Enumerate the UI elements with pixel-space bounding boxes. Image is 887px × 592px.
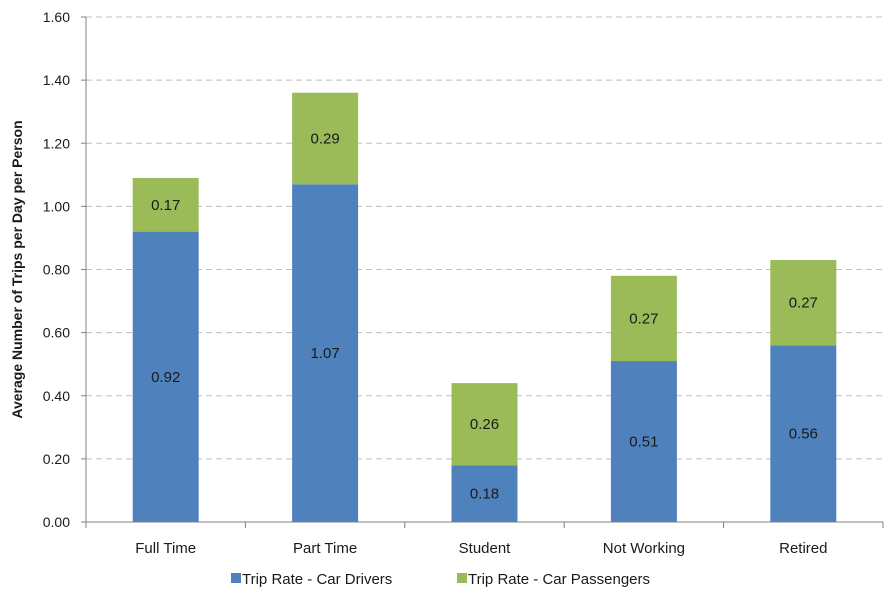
y-tick-label: 0.80 [43, 262, 70, 278]
data-labels: 0.92 0.17 1.07 0.29 0.18 0.26 0.51 0.27 0.56 0.27 [151, 131, 818, 503]
bar-segment [770, 260, 837, 346]
legend-label: Trip Rate - Car Passengers [468, 571, 650, 588]
y-tick-label: 0.00 [43, 514, 70, 530]
bar-segment [132, 231, 199, 522]
y-axis-title: Average Number of Trips per Day per Pers… [9, 120, 25, 418]
y-tick-label: 1.20 [43, 135, 70, 151]
data-label: 0.29 [310, 131, 339, 148]
x-category-label: Retired [779, 540, 827, 557]
axes [85, 17, 884, 528]
data-label: 0.27 [629, 310, 658, 327]
legend-swatch [231, 573, 241, 583]
x-category-label: Part Time [293, 540, 357, 557]
legend-swatch [457, 573, 467, 583]
data-label: 0.26 [470, 416, 499, 433]
data-label: 0.17 [151, 197, 180, 214]
bars [132, 92, 837, 522]
bar-segment [610, 275, 677, 362]
bar-segment [770, 345, 837, 522]
gridlines [81, 16, 883, 523]
x-category-label: Full Time [135, 540, 196, 557]
bar-segment [451, 465, 518, 522]
y-tick-label: 1.40 [43, 72, 70, 88]
bar-segment [292, 184, 359, 522]
bar-segment [451, 383, 518, 466]
data-label: 1.07 [310, 345, 339, 362]
legend: Trip Rate - Car Drivers Trip Rate - Car P… [231, 571, 650, 588]
bar-segment [132, 177, 199, 232]
y-tick-label: 0.20 [43, 451, 70, 467]
x-category-label: Not Working [603, 540, 685, 557]
y-tick-label: 1.60 [43, 9, 70, 25]
legend-label: Trip Rate - Car Drivers [242, 571, 392, 588]
data-label: 0.92 [151, 369, 180, 386]
data-label: 0.27 [789, 295, 818, 312]
y-tick-label: 0.60 [43, 325, 70, 341]
x-category-labels: Full Time Part Time Student Not Working Reti… [135, 540, 827, 557]
data-label: 0.18 [470, 486, 499, 503]
y-tick-label: 0.40 [43, 388, 70, 404]
x-category-label: Student [459, 540, 512, 557]
bar-segment [292, 92, 359, 185]
data-label: 0.51 [629, 434, 658, 451]
data-label: 0.56 [789, 426, 818, 443]
y-tick-label: 1.00 [43, 198, 70, 214]
y-tick-labels: 0.00 0.20 0.40 0.60 0.80 1.00 1.20 1.40 1.60 [43, 9, 70, 530]
bar-segment [610, 361, 677, 522]
